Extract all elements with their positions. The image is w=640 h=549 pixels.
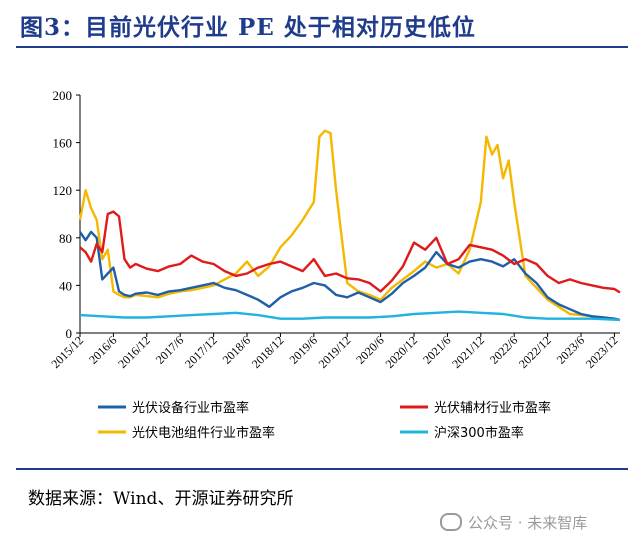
series-line <box>78 129 621 322</box>
y-tick-label: 200 <box>53 88 73 103</box>
x-tick-label: 2016/12 <box>115 333 153 371</box>
x-tick-label: 2019/12 <box>316 333 354 371</box>
wechat-icon <box>440 513 462 531</box>
legend-label: 光伏设备行业市盈率 <box>132 400 249 416</box>
footer-divider <box>16 468 628 470</box>
series-line <box>79 230 621 322</box>
data-source-note: 数据来源：Wind、开源证券研究所 <box>28 489 294 509</box>
x-tick-label: 2021/12 <box>449 333 487 371</box>
watermark-text: 公众号 · 未来智库 <box>468 514 588 532</box>
legend-label: 沪深300市盈率 <box>434 425 524 441</box>
x-tick-label: 2020/12 <box>382 333 420 371</box>
y-tick-label: 0 <box>66 326 73 341</box>
legend-label: 光伏辅材行业市盈率 <box>434 400 551 416</box>
x-tick-label: 2022/12 <box>516 333 554 371</box>
series-line <box>79 210 621 294</box>
title-divider <box>16 46 628 48</box>
y-tick-label: 80 <box>59 231 72 246</box>
y-tick-label: 40 <box>59 278 72 293</box>
y-tick-label: 120 <box>53 183 73 198</box>
y-tick-label: 160 <box>53 136 73 151</box>
chart-title: 图3：目前光伏行业 PE 处于相对历史低位 <box>20 14 476 41</box>
x-tick-label: 2018/12 <box>249 333 287 371</box>
legend-label: 光伏电池组件行业市盈率 <box>132 425 275 441</box>
series-line <box>79 310 621 322</box>
chart-series <box>78 129 621 322</box>
x-tick-label: 2017/12 <box>182 333 220 371</box>
watermark: 公众号 · 未来智库 <box>440 512 587 533</box>
x-tick-label: 2023/12 <box>583 333 621 371</box>
